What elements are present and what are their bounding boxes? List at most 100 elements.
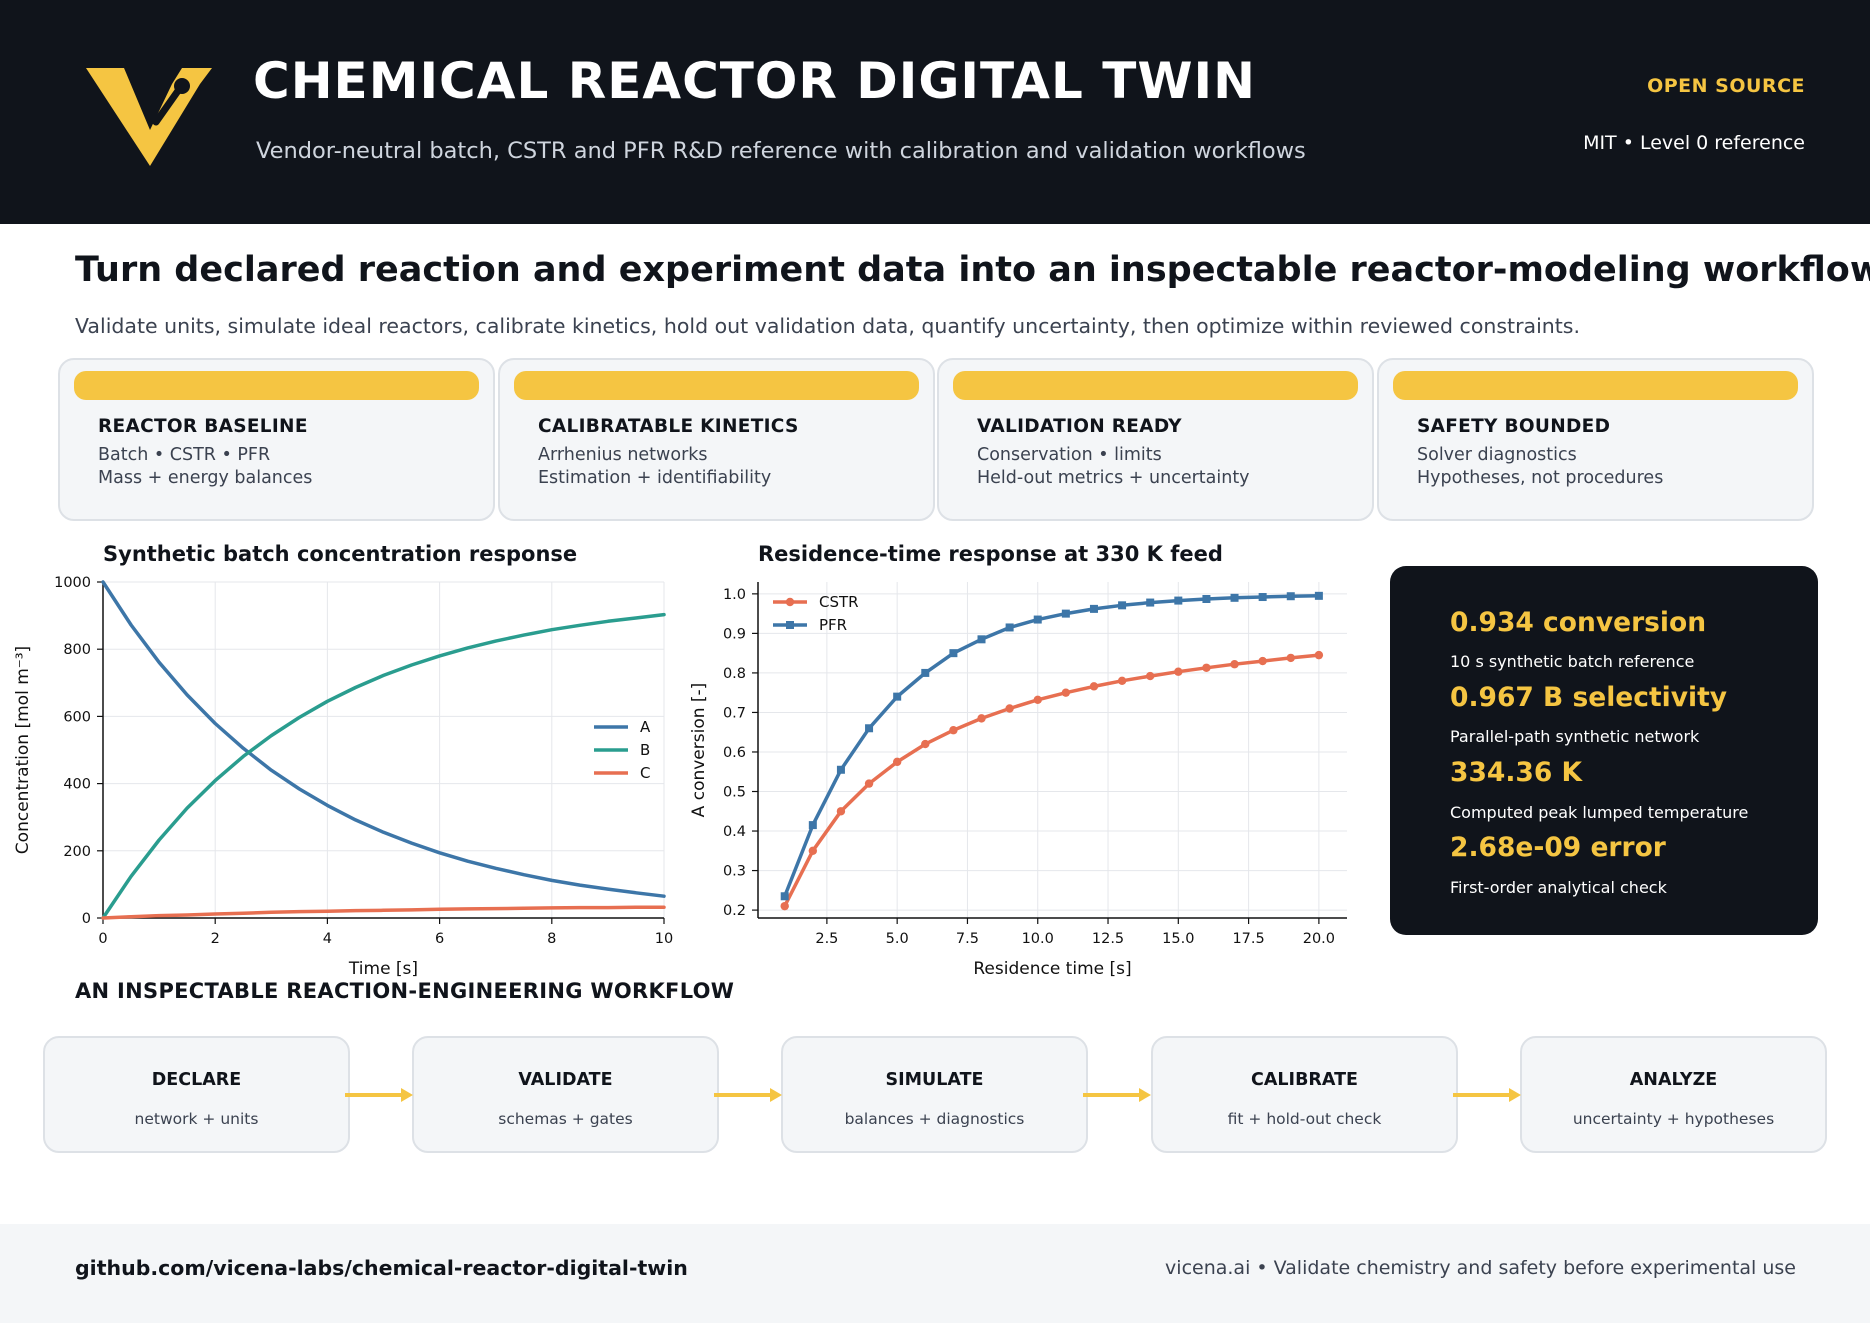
legend-marker <box>785 597 795 607</box>
arrow-right-icon <box>1453 1088 1521 1102</box>
page-headline: Turn declared reaction and experiment da… <box>75 250 1870 290</box>
card-line: Batch • CSTR • PFR <box>98 445 271 465</box>
x-tick-label: 10 <box>655 931 673 947</box>
data-point-cstr <box>864 779 874 788</box>
legend-label: A <box>640 718 651 736</box>
card-accent-bar <box>514 371 919 400</box>
x-tick-label: 4 <box>323 931 332 947</box>
data-point-pfr <box>836 765 845 774</box>
y-tick-label: 0.3 <box>723 864 746 880</box>
residence-chart-title: Residence-time response at 330 K feed <box>758 542 1223 566</box>
data-point-cstr <box>1033 695 1042 704</box>
kpi-value: 334.36 K <box>1450 757 1583 788</box>
y-tick-label: 1000 <box>54 575 91 591</box>
data-point-cstr <box>1061 688 1071 697</box>
feature-card-reactor-baseline: REACTOR BASELINE Batch • CSTR • PFR Mass… <box>58 358 495 521</box>
series-line-pfr <box>782 594 1321 899</box>
y-tick-label: 200 <box>63 844 91 860</box>
card-line: Hypotheses, not procedures <box>1417 468 1664 488</box>
y-tick-label: 0.5 <box>723 785 746 801</box>
feature-card-calibratable-kinetics: CALIBRATABLE KINETICS Arrhenius networks… <box>498 358 935 521</box>
page-subheadline: Validate units, simulate ideal reactors,… <box>75 314 1580 338</box>
batch-concentration-chart: 0 2 4 6 8 10 0 200 400 600 800 1000 Time [s] Concentr… <box>13 575 673 979</box>
data-point-cstr <box>949 726 958 735</box>
kpi-label: Computed peak lumped temperature <box>1450 803 1749 822</box>
y-tick-label: 0.2 <box>723 903 746 919</box>
legend-marker <box>786 621 794 629</box>
data-point-pfr <box>1118 601 1127 610</box>
data-point-cstr <box>977 714 986 723</box>
x-axis-label: Residence time [s] <box>973 959 1131 979</box>
x-tick-label: 17.5 <box>1232 931 1264 947</box>
license-badge: OPEN SOURCE <box>1647 75 1805 97</box>
kpi-value: 0.934 conversion <box>1450 607 1707 638</box>
footer: github.com/vicena-labs/chemical-reactor-… <box>0 1224 1870 1323</box>
y-axis-label: Concentration [mol m⁻³] <box>13 646 33 854</box>
card-accent-bar <box>953 371 1358 400</box>
repo-link[interactable]: github.com/vicena-labs/chemical-reactor-… <box>75 1256 688 1280</box>
residence-time-chart: 2.5 5.0 7.5 10.0 12.5 15.0 17.5 20.0 0.2 0.3 0.4 0.… <box>689 582 1347 979</box>
license-meta: MIT • Level 0 reference <box>1583 132 1805 154</box>
legend-label: PFR <box>819 616 847 634</box>
data-point-cstr <box>1230 660 1239 669</box>
data-point-cstr <box>921 739 930 749</box>
card-line: Estimation + identifiability <box>538 468 772 488</box>
card-title: CALIBRATABLE KINETICS <box>538 416 799 437</box>
data-point-cstr <box>836 807 846 816</box>
arrow-right-icon <box>714 1088 782 1102</box>
workflow-step-declare: DECLARE network + units <box>43 1036 350 1153</box>
y-tick-label: 1.0 <box>723 587 746 603</box>
data-point-pfr <box>780 892 789 901</box>
step-subtitle: schemas + gates <box>498 1110 633 1128</box>
step-title: ANALYZE <box>1629 1070 1718 1090</box>
y-tick-label: 0.7 <box>723 705 746 721</box>
data-point-cstr <box>808 846 818 855</box>
workflow-step-calibrate: CALIBRATE fit + hold-out check <box>1151 1036 1458 1153</box>
data-point-pfr <box>1174 596 1183 605</box>
data-point-pfr <box>1146 598 1155 607</box>
x-tick-label: 2.5 <box>815 931 838 947</box>
card-accent-bar <box>1393 371 1798 400</box>
card-line: Mass + energy balances <box>98 468 313 488</box>
feature-card-validation-ready: VALIDATION READY Conservation • limits H… <box>937 358 1374 521</box>
app-subtitle: Vendor-neutral batch, CSTR and PFR R&D r… <box>256 138 1306 164</box>
card-title: SAFETY BOUNDED <box>1417 416 1611 437</box>
step-title: CALIBRATE <box>1251 1070 1358 1090</box>
data-point-pfr <box>1286 592 1295 601</box>
data-point-cstr <box>780 901 789 911</box>
step-subtitle: fit + hold-out check <box>1227 1110 1382 1128</box>
data-point-cstr <box>1258 656 1267 666</box>
data-point-pfr <box>1061 609 1070 618</box>
series-line-a <box>101 580 666 898</box>
data-point-cstr <box>1005 704 1014 713</box>
card-line: Arrhenius networks <box>538 445 708 465</box>
feature-card-safety-bounded: SAFETY BOUNDED Solver diagnostics Hypoth… <box>1377 358 1814 521</box>
card-title: REACTOR BASELINE <box>98 416 308 437</box>
workflow-step-simulate: SIMULATE balances + diagnostics <box>781 1036 1088 1153</box>
data-point-cstr <box>892 757 902 767</box>
step-title: DECLARE <box>151 1070 242 1090</box>
data-point-pfr <box>1033 615 1042 624</box>
data-point-cstr <box>1145 671 1155 681</box>
x-axis-label: Time [s] <box>348 959 418 979</box>
kpi-label: Parallel-path synthetic network <box>1450 727 1700 746</box>
workflow-step-analyze: ANALYZE uncertainty + hypotheses <box>1520 1036 1827 1153</box>
kpi-value: 2.68e-09 error <box>1450 832 1666 863</box>
x-tick-label: 20.0 <box>1303 931 1335 947</box>
legend-label: C <box>640 764 650 782</box>
batch-chart-title: Synthetic batch concentration response <box>103 542 578 566</box>
x-tick-label: 15.0 <box>1162 931 1194 947</box>
step-subtitle: network + units <box>134 1110 259 1128</box>
data-point-pfr <box>865 724 874 733</box>
y-tick-label: 400 <box>63 777 91 793</box>
card-line: Held-out metrics + uncertainty <box>977 468 1250 488</box>
kpi-panel: 0.934 conversion 10 s synthetic batch re… <box>1390 566 1818 935</box>
footer-note: vicena.ai • Validate chemistry and safet… <box>1165 1257 1796 1279</box>
y-axis-label: A conversion [-] <box>689 683 709 818</box>
data-point-pfr <box>893 692 902 701</box>
data-point-pfr <box>1230 593 1239 602</box>
kpi-label: First-order analytical check <box>1450 878 1667 897</box>
y-tick-label: 0.8 <box>723 666 746 682</box>
x-tick-label: 2 <box>211 931 220 947</box>
v-logo-icon <box>86 68 212 166</box>
